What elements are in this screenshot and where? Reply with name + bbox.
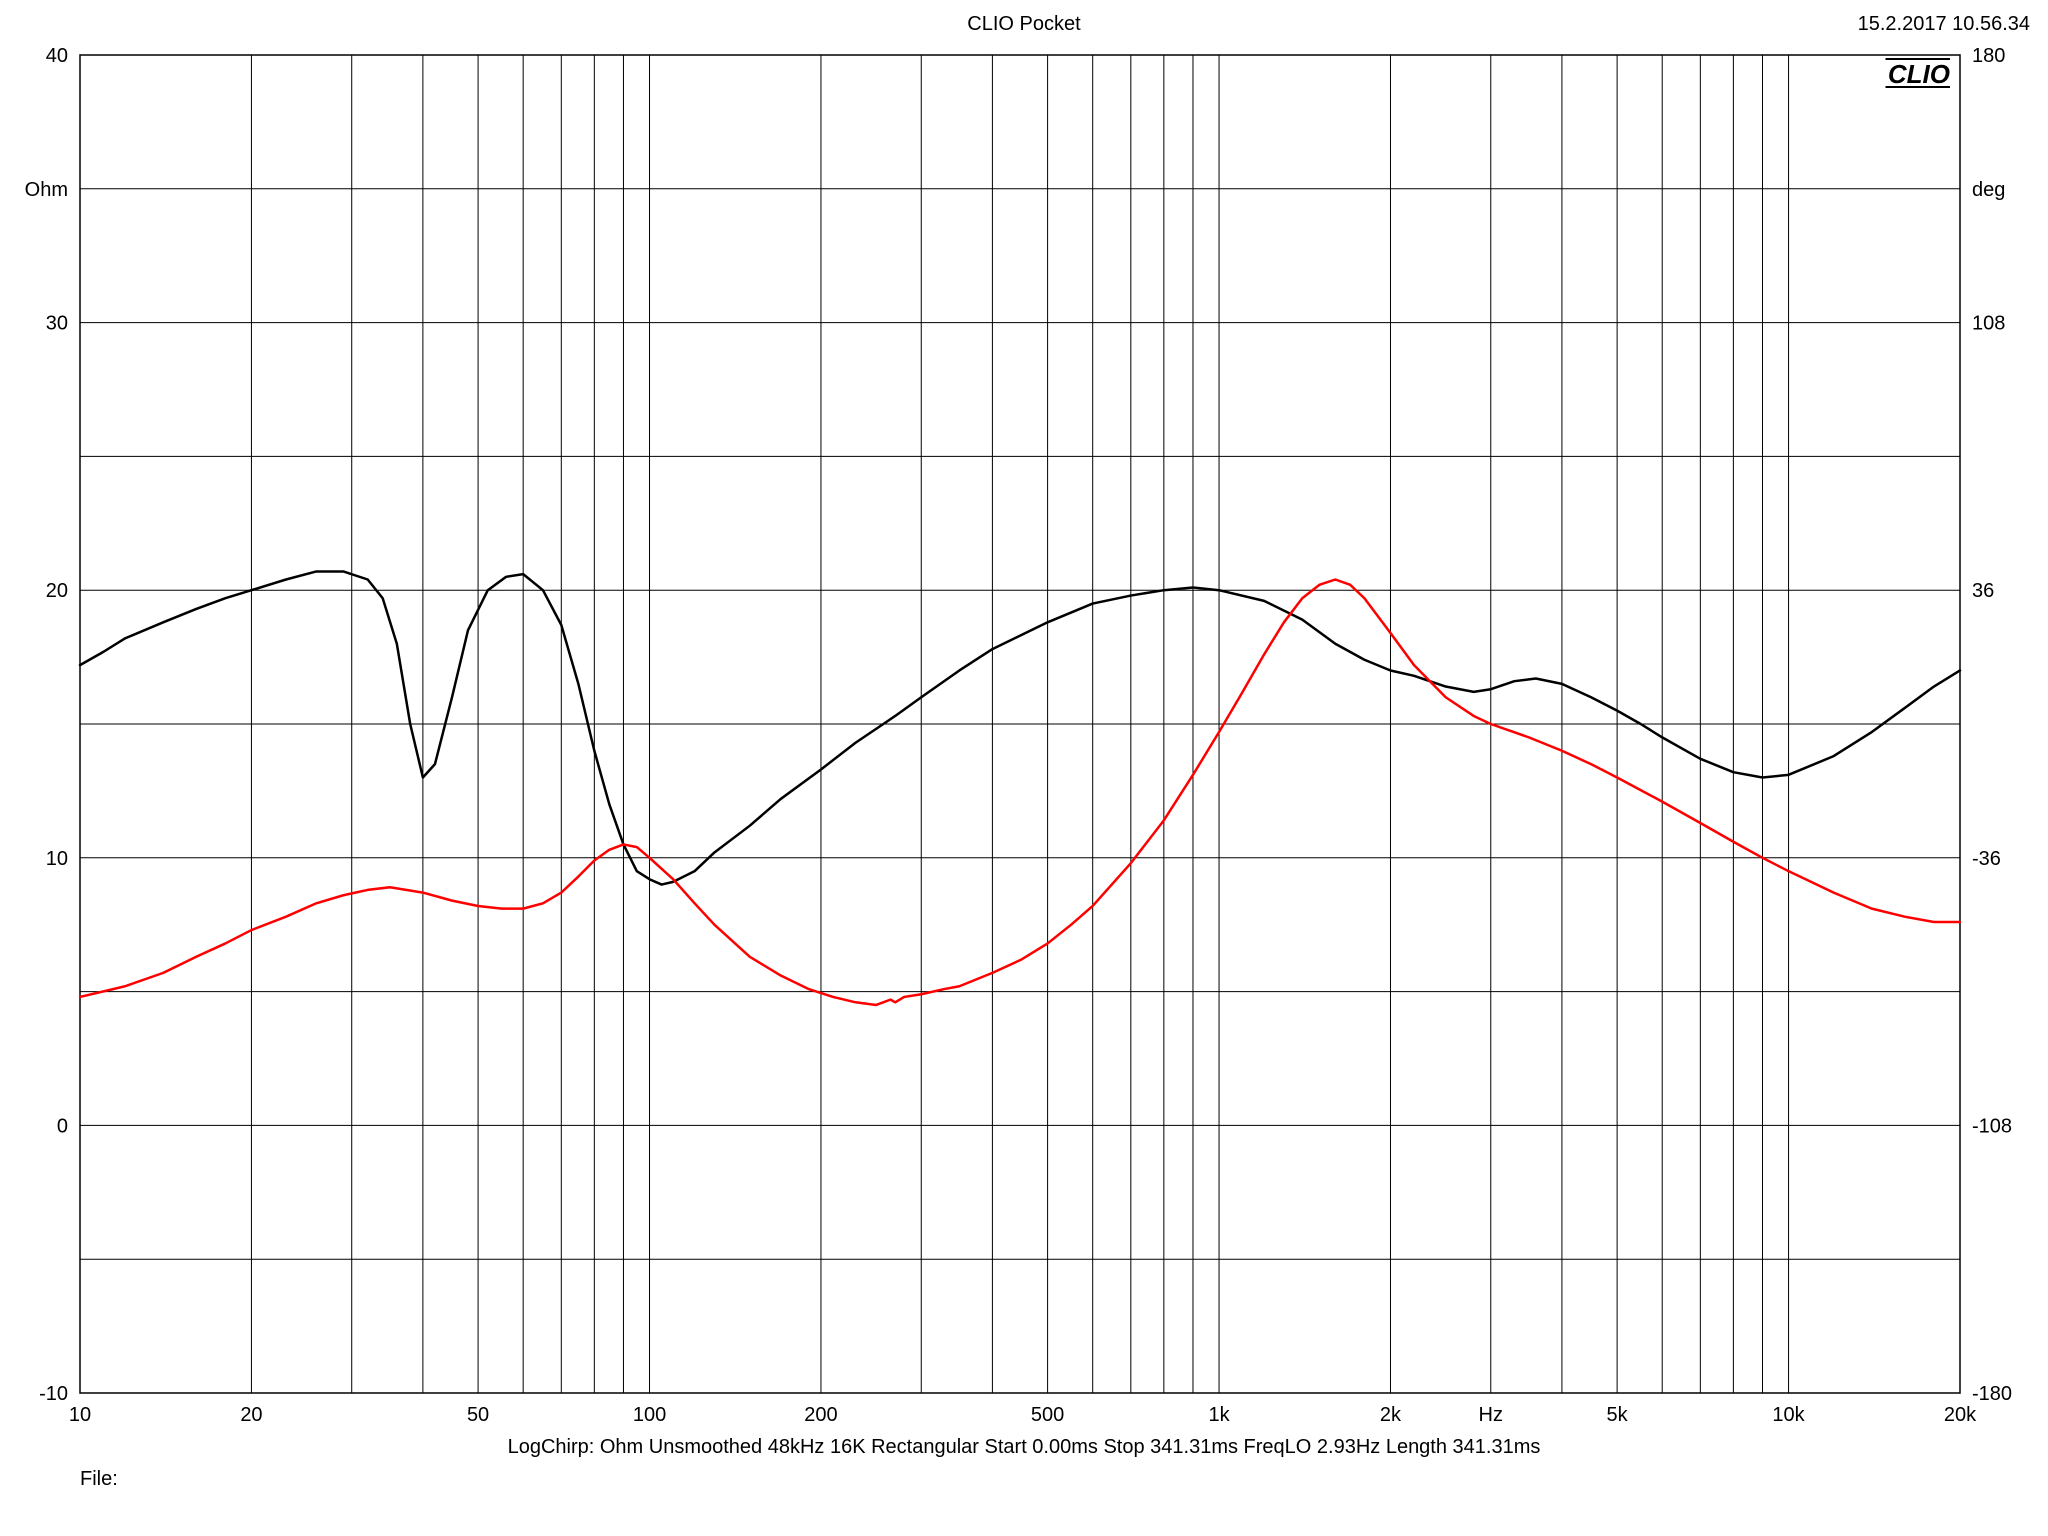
y-left-tick-label: 0 (57, 1115, 68, 1137)
x-tick-label: 100 (633, 1404, 666, 1426)
y-right-tick-label: -36 (1972, 848, 2001, 870)
y-left-tick-label: -10 (39, 1383, 68, 1405)
timestamp: 15.2.2017 10.56.34 (1858, 13, 2030, 35)
impedance-chart: 10 20 50 100 200 500 1k 2k 5k 10k 20k Hz -10 0 10 20 30 4… (0, 0, 2048, 1536)
y-left-tick-label: 30 (46, 313, 68, 335)
y-right-unit: deg (1972, 179, 2005, 201)
x-tick-label: 500 (1031, 1404, 1064, 1426)
chart-title: CLIO Pocket (967, 13, 1081, 35)
x-tick-label: 20k (1944, 1404, 1977, 1426)
y-right-tick-label: 108 (1972, 313, 2005, 335)
x-tick-label: 10k (1772, 1404, 1805, 1426)
file-label: File: (80, 1468, 118, 1490)
y-right-tick-label: -180 (1972, 1383, 2012, 1405)
x-tick-label: 5k (1607, 1404, 1629, 1426)
y-right-tick-label: 180 (1972, 45, 2005, 67)
y-left-tick-label: 10 (46, 848, 68, 870)
y-left-unit: Ohm (25, 179, 68, 201)
y-right-tick-label: -108 (1972, 1115, 2012, 1137)
footer-measurement-info: LogChirp: Ohm Unsmoothed 48kHz 16K Recta… (508, 1436, 1541, 1458)
x-tick-label: 50 (467, 1404, 489, 1426)
clio-watermark: CLIO (1888, 59, 1950, 89)
x-tick-label: 1k (1208, 1404, 1230, 1426)
y-right-tick-label: 36 (1972, 580, 1994, 602)
x-tick-label: 20 (240, 1404, 262, 1426)
y-left-tick-label: 40 (46, 45, 68, 67)
x-tick-label: 200 (804, 1404, 837, 1426)
x-axis-unit: Hz (1479, 1404, 1503, 1426)
x-tick-label: 2k (1380, 1404, 1402, 1426)
y-left-tick-label: 20 (46, 580, 68, 602)
x-tick-label: 10 (69, 1404, 91, 1426)
